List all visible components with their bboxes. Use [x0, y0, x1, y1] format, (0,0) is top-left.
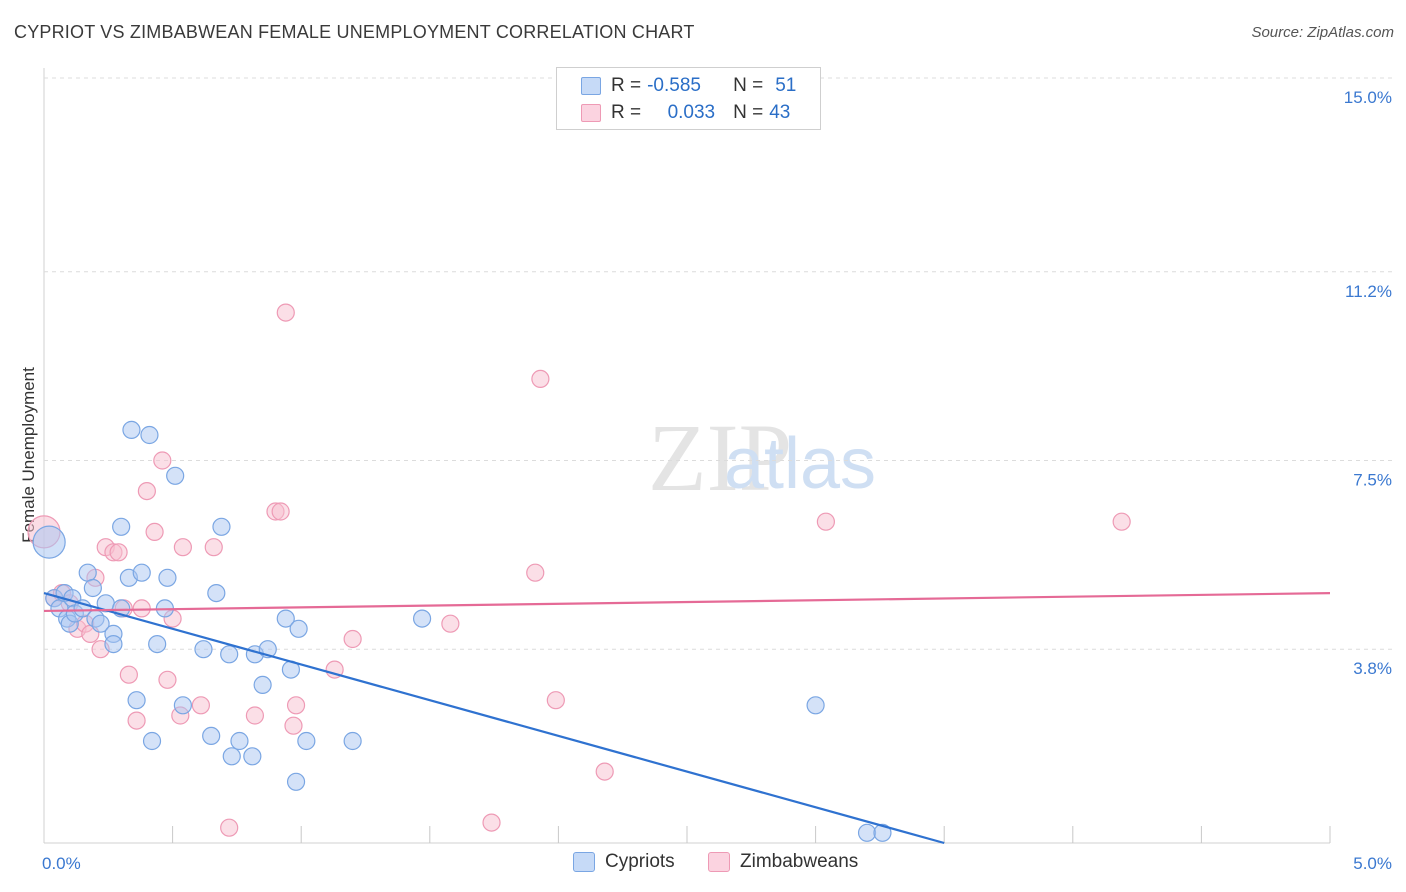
y-tick-label: 3.8%	[1353, 659, 1392, 678]
cypriot-point	[806, 696, 825, 715]
legend-swatch-zimbabweans	[708, 852, 730, 872]
legend-r-value: -0.585	[647, 75, 701, 96]
cypriot-point	[127, 691, 146, 710]
cypriot-point	[857, 823, 877, 842]
y-tick-label: 11.2%	[1345, 282, 1392, 301]
cypriot-point	[158, 568, 177, 587]
legend-r-value: 0.033	[667, 102, 716, 123]
legend-r-label: R =	[611, 75, 642, 96]
cypriot-point	[207, 583, 226, 603]
zimbabwean-point	[531, 369, 550, 388]
zimbabwean-point	[158, 670, 177, 689]
zimbabwean-point	[595, 762, 614, 781]
zimbabwean-point	[271, 502, 290, 521]
legend-n-label: N =	[733, 102, 764, 123]
zimbabwean-point	[526, 563, 545, 582]
zimbabwean-point	[137, 482, 156, 501]
series-legend: Cypriots Zimbabweans	[0, 851, 1406, 877]
legend-swatch-blue	[581, 77, 601, 95]
legend-item-cypriots[interactable]: Cypriots	[573, 851, 675, 873]
legend-n-label: N =	[733, 75, 764, 96]
legend-n-value: 43	[769, 102, 791, 123]
zimbabwean-point	[482, 813, 501, 832]
cypriot-point	[222, 747, 241, 766]
cypriot-point	[78, 563, 97, 582]
zimbabwean-point	[286, 696, 306, 715]
cypriot-point	[132, 563, 151, 582]
cypriot-point	[289, 619, 308, 638]
zimbabwean-point	[343, 629, 362, 649]
cypriot-point	[91, 614, 110, 633]
cypriot-point	[83, 578, 102, 598]
cypriot-point	[122, 420, 141, 439]
cypriot-point	[230, 731, 249, 751]
cypriot-point	[343, 731, 362, 751]
zimbabwean-point	[109, 543, 128, 562]
zimbabwean-point	[127, 711, 146, 730]
zimbabwean-point	[441, 614, 460, 633]
zimbabwean-trend-line	[43, 592, 1331, 613]
y-tick-label: 15.0%	[1344, 88, 1392, 107]
cypriot-point	[412, 609, 432, 628]
cypriot-point	[148, 634, 167, 654]
watermark-atlas: atlas	[724, 424, 876, 504]
cypriot-point	[297, 731, 316, 751]
source-label: Source: ZipAtlas.com	[1251, 24, 1394, 41]
cypriot-point	[212, 517, 231, 536]
cypriot-point	[104, 634, 123, 654]
x-tick-label: 0.0%	[42, 854, 81, 873]
cypriot-point	[286, 772, 306, 791]
zimbabwean-point	[284, 716, 303, 735]
x-tick-label: 5.0%	[1353, 854, 1392, 873]
zimbabwean-point	[245, 706, 265, 725]
zimbabwean-point	[276, 303, 295, 322]
legend-label-cypriots: Cypriots	[605, 851, 675, 872]
legend-swatch-pink	[581, 104, 601, 122]
cypriot-point	[276, 609, 295, 628]
cypriot-point	[32, 525, 66, 559]
zimbabwean-point	[1112, 512, 1131, 531]
cypriot-point	[140, 425, 159, 445]
legend-item-zimbabweans[interactable]: Zimbabweans	[708, 851, 858, 873]
zimbabwean-point	[816, 512, 835, 531]
legend-row-cypriots: R = -0.585 N = 51	[581, 73, 796, 99]
zimbabwean-point	[173, 538, 192, 557]
stats-legend: R = -0.585 N = 51 R = 0.033 N = 43	[556, 67, 821, 130]
cypriot-point	[112, 517, 131, 536]
cypriot-point	[173, 696, 192, 715]
legend-row-zimbabweans: R = 0.033 N = 43	[581, 100, 790, 126]
zimbabwean-point	[145, 522, 164, 542]
cypriot-trend-line	[43, 592, 945, 845]
zimbabwean-point	[204, 538, 223, 557]
cypriot-point	[202, 726, 221, 746]
cypriot-point	[873, 823, 892, 842]
legend-label-zimbabweans: Zimbabweans	[740, 851, 859, 872]
cypriot-point	[194, 640, 213, 659]
y-tick-label: 7.5%	[1353, 471, 1392, 490]
zimbabwean-point	[191, 696, 210, 715]
cypriot-point	[166, 466, 185, 485]
legend-n-value: 51	[775, 75, 797, 96]
legend-swatch-cypriots	[573, 852, 595, 872]
zimbabwean-point	[220, 818, 239, 837]
legend-r-label: R =	[611, 102, 642, 123]
zimbabwean-point	[119, 665, 138, 684]
zimbabwean-point	[132, 599, 151, 618]
zimbabwean-point	[153, 451, 172, 470]
cypriot-point	[142, 731, 162, 751]
chart-title: CYPRIOT VS ZIMBABWEAN FEMALE UNEMPLOYMEN…	[14, 22, 695, 42]
cypriot-point	[253, 675, 272, 695]
zimbabwean-point	[546, 691, 565, 710]
watermark-zip: ZIP	[648, 404, 792, 511]
cypriot-point	[220, 645, 239, 664]
cypriot-point	[243, 747, 262, 766]
